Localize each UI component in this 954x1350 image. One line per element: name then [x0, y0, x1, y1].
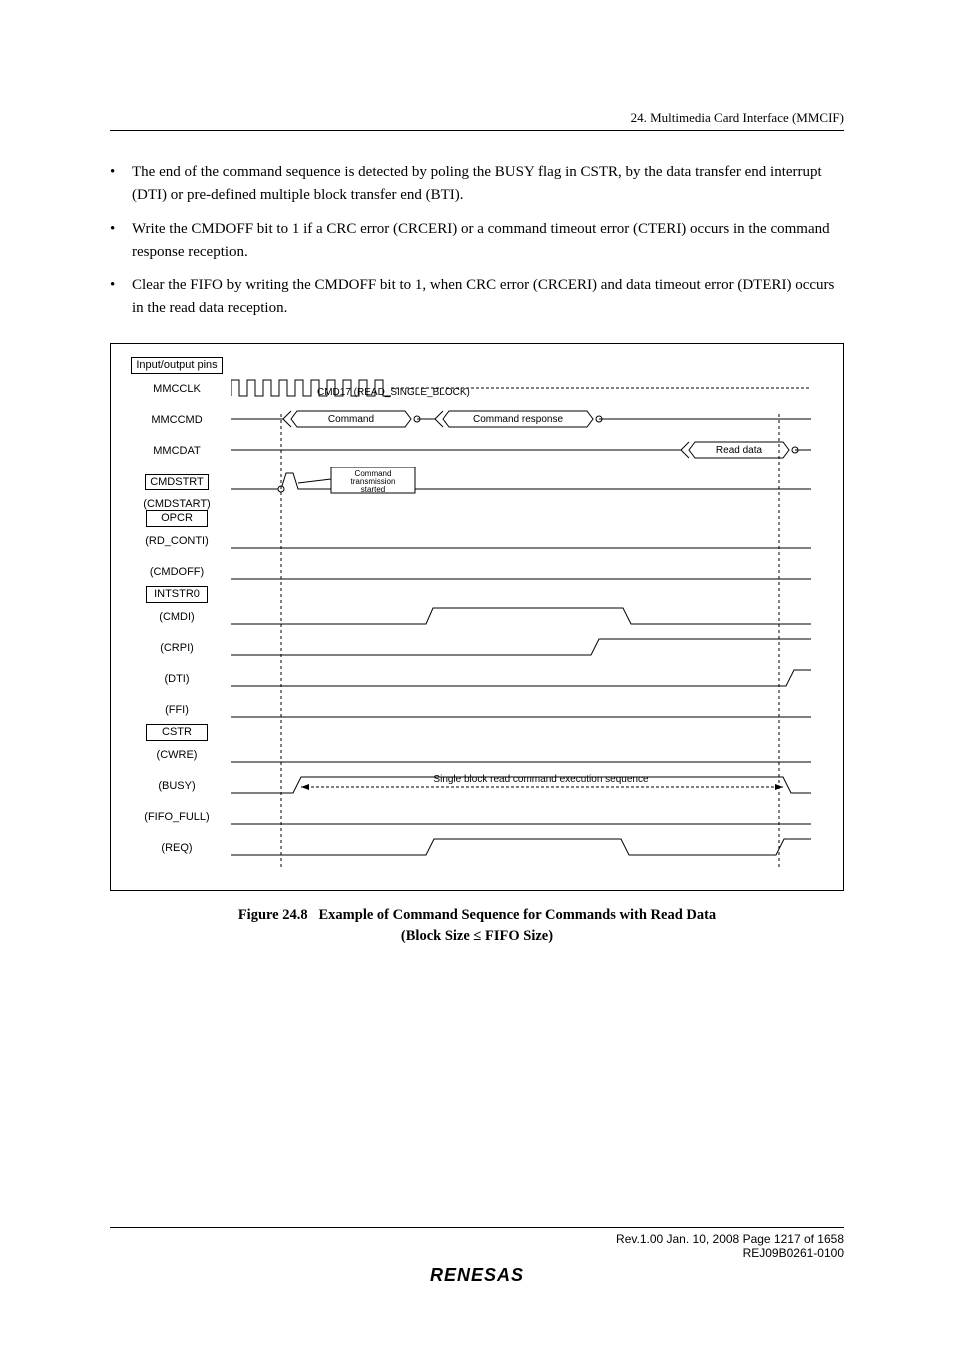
signal-label: (RD_CONTI)	[123, 535, 231, 547]
signal-row: CSTR	[123, 726, 831, 740]
signal-label: Input/output pins	[123, 357, 231, 373]
signal-label: (FIFO_FULL)	[123, 811, 231, 823]
bullet-item: Clear the FIFO by writing the CMDOFF bit…	[132, 274, 844, 321]
signal-row: (DTI)	[123, 664, 831, 695]
signal-wave	[231, 833, 831, 864]
signal-label: CMDSTRT	[123, 474, 231, 490]
signal-wave	[231, 802, 831, 833]
page-footer: Rev.1.00 Jan. 10, 2008 Page 1217 of 1658…	[110, 1227, 844, 1260]
renesas-logo: RENESAS	[0, 1265, 954, 1286]
section-title: 24. Multimedia Card Interface (MMCIF)	[631, 110, 844, 125]
signal-wave	[231, 726, 831, 740]
signal-label: OPCR	[123, 510, 231, 526]
caption-fignum: Figure 24.8	[238, 907, 308, 923]
signal-row: MMCDAT Read data	[123, 436, 831, 467]
signal-wave	[231, 498, 831, 512]
signal-row: CMDSTRTCommandtransmissionstarted	[123, 467, 831, 498]
signal-row: (CRPI)	[123, 633, 831, 664]
signal-wave	[231, 633, 831, 664]
svg-text:Command response: Command response	[473, 414, 563, 425]
signal-row: (CMDI)	[123, 602, 831, 633]
signal-wave: Single block read command execution sequ…	[231, 771, 831, 802]
caption-line1: Example of Command Sequence for Commands…	[319, 907, 717, 923]
signal-label: CSTR	[123, 724, 231, 740]
signal-wave	[231, 740, 831, 771]
figure-caption: Figure 24.8 Example of Command Sequence …	[110, 905, 844, 949]
signal-row: (REQ)	[123, 833, 831, 864]
svg-text:Single block read command exec: Single block read command execution sequ…	[433, 774, 649, 785]
signal-row: MMCCLK	[123, 374, 831, 405]
signal-wave	[231, 512, 831, 526]
signal-row: (BUSY) Single block read command executio…	[123, 771, 831, 802]
doc-id: REJ09B0261-0100	[110, 1246, 844, 1260]
signal-row: (CMDSTART)	[123, 498, 831, 512]
rev-line: Rev.1.00 Jan. 10, 2008 Page 1217 of 1658	[110, 1232, 844, 1246]
signal-row: INTSTR0	[123, 588, 831, 602]
signal-wave	[231, 695, 831, 726]
signal-wave: Commandtransmissionstarted	[231, 467, 831, 498]
signal-label: MMCCLK	[123, 383, 231, 395]
signal-wave	[231, 602, 831, 633]
caption-line2: (Block Size ≤ FIFO Size)	[401, 928, 553, 944]
signal-label: (CRPI)	[123, 642, 231, 654]
signal-wave	[231, 557, 831, 588]
svg-text:Read data: Read data	[716, 445, 763, 456]
signal-wave: Read data	[231, 436, 831, 467]
signal-label: (CWRE)	[123, 749, 231, 761]
signal-label: INTSTR0	[123, 586, 231, 602]
signal-label: (CMDSTART)	[123, 498, 231, 510]
signal-label: (CMDI)	[123, 611, 231, 623]
signal-wave	[231, 358, 831, 374]
signal-row: Input/output pins	[123, 358, 831, 374]
signal-row: MMCCMD Command Command response	[123, 405, 831, 436]
signal-label: MMCDAT	[123, 445, 231, 457]
signal-row: (FIFO_FULL)	[123, 802, 831, 833]
signal-label: (FFI)	[123, 704, 231, 716]
signal-row: (FFI)	[123, 695, 831, 726]
signal-wave	[231, 526, 831, 557]
signal-wave: Command Command response	[231, 405, 831, 436]
bullet-list: The end of the command sequence is detec…	[110, 161, 844, 321]
signal-row: (RD_CONTI)	[123, 526, 831, 557]
signal-label: MMCCMD	[123, 414, 231, 426]
signal-label: (DTI)	[123, 673, 231, 685]
svg-text:started: started	[361, 485, 385, 494]
bullet-item: The end of the command sequence is detec…	[132, 161, 844, 208]
svg-text:Command: Command	[328, 414, 374, 425]
signal-wave	[231, 664, 831, 695]
signal-row: (CWRE)	[123, 740, 831, 771]
signal-row: (CMDOFF)	[123, 557, 831, 588]
timing-diagram: CMD17 (READ_SINGLE_BLOCK) Input/output p…	[110, 343, 844, 891]
signal-label: (BUSY)	[123, 780, 231, 792]
signal-label: (CMDOFF)	[123, 566, 231, 578]
signal-wave	[231, 588, 831, 602]
section-header: 24. Multimedia Card Interface (MMCIF)	[110, 110, 844, 131]
bullet-item: Write the CMDOFF bit to 1 if a CRC error…	[132, 218, 844, 265]
signal-wave	[231, 374, 831, 405]
signal-row: OPCR	[123, 512, 831, 526]
signal-label: (REQ)	[123, 842, 231, 854]
